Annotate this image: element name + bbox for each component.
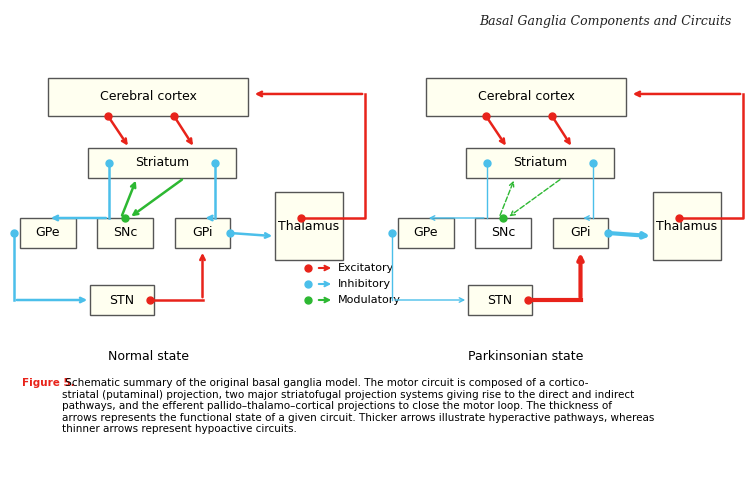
- Text: Basal Ganglia Components and Circuits: Basal Ganglia Components and Circuits: [479, 15, 731, 28]
- Text: Figure 5.: Figure 5.: [22, 378, 75, 388]
- FancyBboxPatch shape: [88, 148, 236, 178]
- FancyBboxPatch shape: [466, 148, 614, 178]
- Text: SNc: SNc: [113, 227, 137, 240]
- FancyBboxPatch shape: [175, 218, 230, 248]
- FancyBboxPatch shape: [398, 218, 454, 248]
- FancyBboxPatch shape: [475, 218, 531, 248]
- FancyBboxPatch shape: [97, 218, 153, 248]
- Text: Excitatory: Excitatory: [338, 263, 394, 273]
- Text: Inhibitory: Inhibitory: [338, 279, 391, 289]
- Text: STN: STN: [488, 294, 512, 307]
- Text: Normal state: Normal state: [108, 350, 189, 363]
- FancyBboxPatch shape: [426, 78, 626, 116]
- Text: Modulatory: Modulatory: [338, 295, 401, 305]
- Text: GPi: GPi: [192, 227, 213, 240]
- FancyBboxPatch shape: [553, 218, 608, 248]
- FancyBboxPatch shape: [90, 285, 154, 315]
- FancyBboxPatch shape: [468, 285, 532, 315]
- Text: SNc: SNc: [491, 227, 515, 240]
- Text: Schematic summary of the original basal ganglia model. The motor circuit is comp: Schematic summary of the original basal …: [62, 378, 655, 434]
- Text: Striatum: Striatum: [135, 157, 189, 169]
- Text: Parkinsonian state: Parkinsonian state: [468, 350, 583, 363]
- FancyBboxPatch shape: [20, 218, 76, 248]
- Text: Striatum: Striatum: [513, 157, 567, 169]
- Text: STN: STN: [109, 294, 135, 307]
- FancyBboxPatch shape: [48, 78, 248, 116]
- FancyBboxPatch shape: [275, 192, 343, 260]
- FancyBboxPatch shape: [653, 192, 721, 260]
- Text: Thalamus: Thalamus: [279, 220, 339, 233]
- Text: GPe: GPe: [36, 227, 60, 240]
- Text: Cerebral cortex: Cerebral cortex: [100, 90, 196, 103]
- Text: GPe: GPe: [413, 227, 438, 240]
- Text: Cerebral cortex: Cerebral cortex: [478, 90, 574, 103]
- Text: GPi: GPi: [570, 227, 591, 240]
- Text: Thalamus: Thalamus: [656, 220, 718, 233]
